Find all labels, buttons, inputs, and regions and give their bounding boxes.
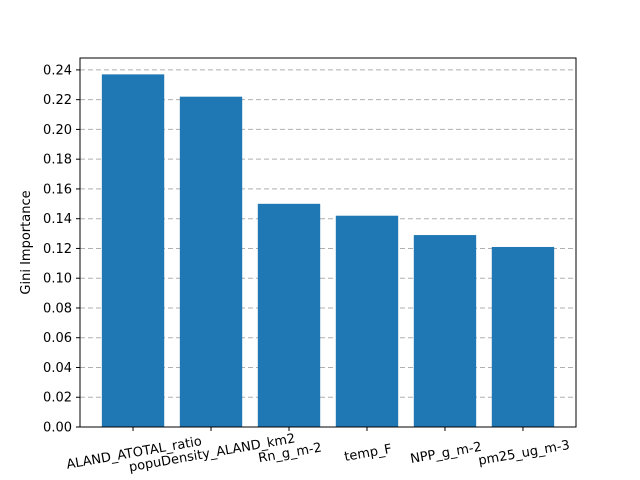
y-tick-label: 0.02 [43,391,72,406]
y-tick-label: 0.08 [43,301,72,316]
y-tick-label: 0.04 [43,361,72,376]
x-tick-label: NPP_g_m-2 [409,440,483,467]
y-tick-label: 0.06 [43,331,72,346]
y-axis-label: Gini Importance [19,190,34,294]
y-ticks: 0.00 0.02 0.04 0.06 0.08 0.10 0.12 0.14 0.16 0.18… [43,63,80,436]
y-tick-label: 0.22 [43,93,72,108]
y-tick-label: 0.10 [43,272,72,287]
bar-ALAND_ATOTAL_ratio [101,74,165,427]
bar-Rn_g_m-2 [257,203,321,427]
y-tick-label: 0.18 [43,153,72,168]
y-tick-label: 0.14 [43,212,72,227]
x-tick-label: pm25_ug_m-3 [477,438,571,469]
y-tick-label: 0.24 [43,63,72,78]
y-tick-label: 0.00 [43,421,72,436]
x-tick-label: temp_F [343,442,393,465]
bar-temp_F [335,215,399,427]
bar-NPP_g_m-2 [413,235,477,427]
x-ticks: ALAND_ATOTAL_ratiopopuDensity_ALAND_km2R… [65,427,571,475]
plot-frame [79,57,577,428]
bars [101,74,555,427]
bar-popuDensity_ALAND_km2 [179,96,243,427]
bar-pm25_ug_m-3 [491,246,555,427]
y-tick-label: 0.16 [43,182,72,197]
y-tick-label: 0.12 [43,242,72,257]
y-tick-label: 0.20 [43,123,72,138]
